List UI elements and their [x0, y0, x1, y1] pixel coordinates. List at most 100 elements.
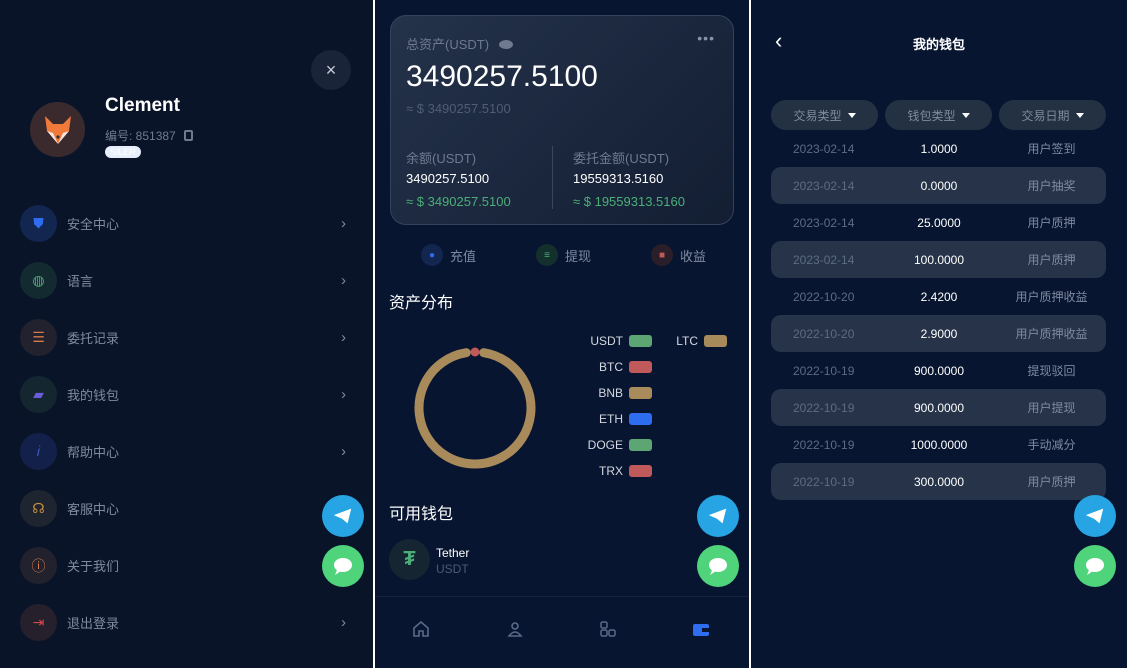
- total-label: 总资产(USDT): [406, 37, 490, 52]
- row-amount: 2.9000: [920, 326, 958, 341]
- balance-label: 余额(USDT): [406, 151, 477, 166]
- tether-icon: ₮: [389, 539, 430, 580]
- table-row: 2023-02-14 100.0000 用户质押: [771, 241, 1106, 278]
- nav-home-icon[interactable]: [412, 620, 430, 643]
- sidebar-item[interactable]: ⛊ 安全中心 ›: [20, 195, 355, 252]
- assets-panel: 总资产(USDT) ••• 3490257.5100 ≈ $ 3490257.5…: [375, 0, 749, 668]
- chevron-right-icon: ›: [341, 272, 346, 289]
- legend-item[interactable]: BTC: [565, 360, 652, 374]
- entrust-amount: 19559313.5160: [573, 171, 664, 186]
- chat-icon: [709, 558, 727, 575]
- chevron-right-icon: ›: [341, 329, 346, 346]
- row-date: 2022-10-19: [793, 474, 855, 489]
- nav-apps-icon[interactable]: [599, 620, 617, 643]
- legend-item[interactable]: USDT: [565, 334, 652, 348]
- earnings-button[interactable]: ■ 收益: [651, 244, 706, 266]
- row-type: 用户质押: [1027, 475, 1076, 489]
- row-type: 用户质押: [1027, 253, 1076, 267]
- chevron-right-icon: ›: [341, 215, 346, 232]
- info-italic-icon: 𝑖: [20, 433, 57, 470]
- sidebar-item-label: 关于我们: [67, 559, 120, 574]
- telegram-button[interactable]: [1074, 495, 1116, 537]
- row-amount: 25.0000: [917, 215, 961, 230]
- filter-wallet-type[interactable]: 钱包类型: [885, 100, 992, 130]
- withdraw-button[interactable]: ≡ 提现: [536, 244, 591, 266]
- sidebar-item-label: 委托记录: [67, 331, 120, 346]
- caret-down-icon: [847, 112, 856, 118]
- legend-label: BNB: [598, 386, 623, 400]
- legend-swatch: [629, 335, 652, 347]
- sidebar-item[interactable]: ☊ 客服中心: [20, 480, 355, 537]
- legend-item[interactable]: BNB: [565, 386, 652, 400]
- chevron-right-icon: ›: [341, 386, 346, 403]
- transfer-icon: ≡: [536, 244, 558, 266]
- sidebar-item[interactable]: 𝑖 帮助中心 ›: [20, 423, 355, 480]
- table-row: 2022-10-19 1000.0000 手动减分: [771, 426, 1106, 463]
- legend-item[interactable]: DOGE: [565, 438, 652, 452]
- sidebar-item-label: 退出登录: [67, 616, 120, 631]
- boxes-icon: ■: [651, 244, 673, 266]
- back-chevron-icon[interactable]: ‹: [775, 28, 783, 53]
- level-badge: SILER: [105, 146, 142, 158]
- entrust-label: 委托金额(USDT): [573, 151, 670, 166]
- filter-transaction-type[interactable]: 交易类型: [771, 100, 878, 130]
- table-row: 2022-10-19 900.0000 提现驳回: [771, 352, 1106, 389]
- row-date: 2023-02-14: [793, 252, 855, 267]
- caret-down-icon: [1075, 112, 1084, 118]
- row-type: 用户提现: [1027, 401, 1076, 415]
- asset-donut-chart: [414, 347, 536, 469]
- copy-icon[interactable]: [183, 130, 193, 141]
- filter-date[interactable]: 交易日期: [999, 100, 1106, 130]
- row-amount: 0.0000: [920, 178, 958, 193]
- fox-icon: [44, 115, 71, 144]
- nav-community-icon[interactable]: [505, 620, 525, 643]
- row-amount: 1000.0000: [910, 437, 968, 452]
- wallet-panel: ‹ 我的钱包 交易类型 钱包类型 交易日期 2023-02-14 1.0000 用户…: [751, 0, 1127, 668]
- globe-icon: ◍: [20, 262, 57, 299]
- row-date: 2022-10-20: [793, 289, 855, 304]
- chat-button[interactable]: [322, 545, 364, 587]
- sidebar-item[interactable]: ⇥ 退出登录 ›: [20, 594, 355, 651]
- sidebar-item[interactable]: ☰ 委托记录 ›: [20, 309, 355, 366]
- telegram-icon: [1085, 508, 1104, 524]
- wallet-name: Tether: [436, 546, 470, 560]
- row-type: 用户签到: [1027, 142, 1076, 156]
- row-date: 2022-10-19: [793, 363, 855, 378]
- row-amount: 300.0000: [913, 474, 965, 489]
- moneybag-icon: ●: [421, 244, 443, 266]
- legend-item[interactable]: TRX: [565, 464, 652, 478]
- legend-item[interactable]: ETH: [565, 412, 652, 426]
- legend-item[interactable]: LTC: [665, 334, 727, 348]
- table-row: 2022-10-19 900.0000 用户提现: [771, 389, 1106, 426]
- sidebar-item[interactable]: ▰ 我的钱包 ›: [20, 366, 355, 423]
- headset-icon: ☊: [20, 490, 57, 527]
- more-icon[interactable]: •••: [697, 30, 715, 46]
- row-amount: 2.4200: [920, 289, 958, 304]
- legend-label: DOGE: [587, 438, 623, 452]
- chat-button[interactable]: [697, 545, 739, 587]
- chat-icon: [1086, 558, 1104, 575]
- sidebar-item-label: 帮助中心: [67, 445, 120, 460]
- sidebar-item[interactable]: ◍ 语言 ›: [20, 252, 355, 309]
- row-type: 用户质押收益: [1015, 327, 1088, 341]
- logout-icon: ⇥: [20, 604, 57, 641]
- legend-label: ETH: [599, 412, 623, 426]
- telegram-button[interactable]: [697, 495, 739, 537]
- balance-amount: 3490257.5100: [406, 171, 490, 186]
- sidebar-item-label: 我的钱包: [67, 388, 120, 403]
- total-usd: ≈ $ 3490257.5100: [406, 101, 511, 116]
- row-date: 2022-10-19: [793, 400, 855, 415]
- chat-button[interactable]: [1074, 545, 1116, 587]
- telegram-button[interactable]: [322, 495, 364, 537]
- user-id: 编号: 851387: [105, 127, 193, 144]
- eye-icon[interactable]: [498, 40, 513, 49]
- deposit-button[interactable]: ● 充值: [421, 244, 476, 266]
- close-button[interactable]: ×: [311, 50, 351, 90]
- sidebar-item[interactable]: ⓘ 关于我们: [20, 537, 355, 594]
- row-type: 手动减分: [1027, 438, 1076, 452]
- wallet-section-title: 可用钱包: [389, 506, 454, 523]
- entrust-usd: ≈ $ 19559313.5160: [573, 194, 685, 209]
- table-row: 2023-02-14 25.0000 用户质押: [771, 204, 1106, 241]
- nav-wallet-icon[interactable]: [692, 620, 710, 643]
- row-date: 2023-02-14: [793, 178, 855, 193]
